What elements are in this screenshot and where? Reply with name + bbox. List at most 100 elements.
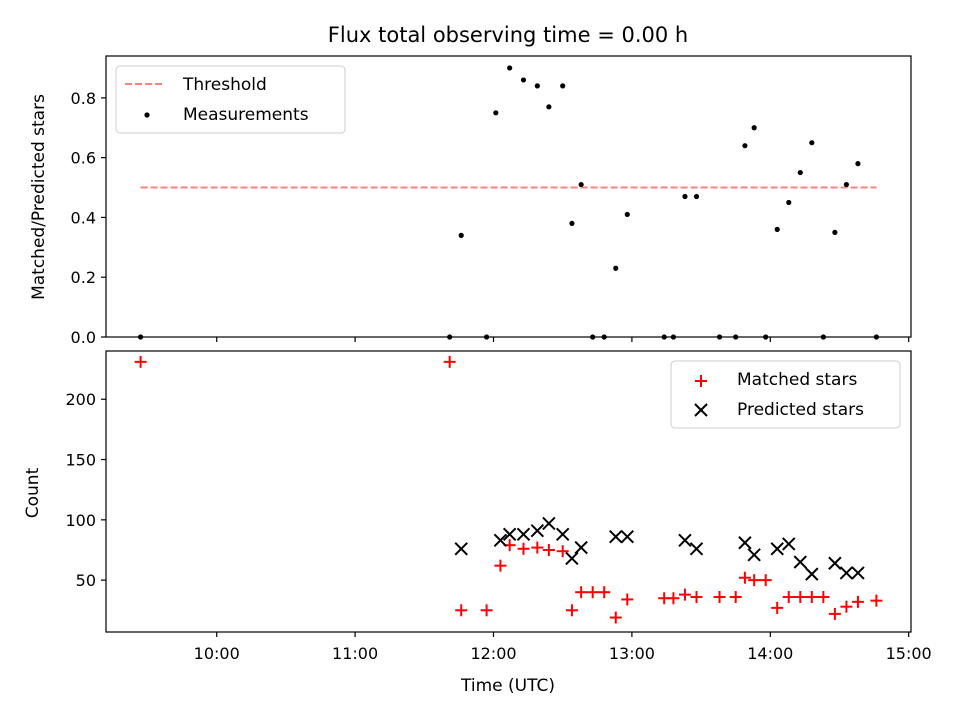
predicted-star-stroke [609, 530, 623, 544]
predicted-star-stroke [493, 533, 508, 548]
measurement-point [493, 110, 499, 116]
matched-star-point [517, 542, 530, 555]
matched-star-point [667, 592, 680, 605]
count-x-tick-label: 15:00 [886, 644, 932, 663]
measurement-point [693, 193, 700, 200]
matched-star-point [840, 600, 853, 613]
legend-matched-label: Matched stars [737, 370, 857, 390]
measurement-point [546, 104, 552, 110]
predicted-star-point [502, 527, 517, 542]
count-plot-area [134, 355, 883, 624]
ratio-y-ticks: 0.0 0.2 0.4 0.6 0.8 [71, 89, 106, 347]
ratio-legend-box [115, 65, 346, 134]
predicted-star-stroke [678, 533, 692, 548]
measurement-point [751, 125, 757, 131]
measurement-point [797, 169, 803, 176]
count-axes-frame [105, 350, 912, 633]
count-x-tick-label: 10:00 [194, 644, 240, 663]
measurement-point [613, 265, 619, 271]
measurement-point [682, 193, 688, 200]
measurement-point [774, 226, 780, 232]
ratio-plot-area [137, 65, 880, 340]
predicted-star-stroke [502, 527, 517, 542]
measurement-point [786, 199, 792, 206]
predicted-star-stroke [793, 555, 807, 569]
predicted-star-stroke [689, 542, 704, 556]
ratio-y-tick-label: 0.0 [71, 328, 96, 347]
predicted-star-stroke [828, 556, 842, 570]
count-y-tick-label: 150 [65, 451, 96, 470]
count-y-tick-label: 100 [65, 511, 96, 530]
ratio-y-tick-label: 0.8 [71, 89, 96, 108]
matched-star-point [575, 586, 588, 599]
predicted-star-point [542, 516, 556, 531]
chart-title: Flux total observing time = 0.00 h [328, 23, 688, 47]
legend-predicted-label: Predicted stars [737, 400, 864, 420]
predicted-star-point [574, 540, 588, 555]
legend-predicted-marker [694, 403, 708, 417]
count-x-tick-label: 13:00 [609, 644, 655, 663]
matched-star-point [713, 591, 726, 604]
matched-star-point [771, 601, 784, 614]
matched-star-point [455, 604, 468, 617]
matched-star-point [586, 586, 599, 599]
count-y-tick-label: 50 [76, 571, 96, 590]
predicted-star-stroke [542, 516, 556, 531]
measurement-point [855, 161, 861, 167]
predicted-star-point [565, 551, 579, 566]
matched-star-point [556, 545, 569, 558]
matched-star-point [678, 588, 691, 601]
measurement-point [809, 140, 815, 146]
predicted-star-point [851, 566, 865, 580]
matched-star-point [729, 591, 742, 604]
matched-star-point [542, 543, 555, 556]
matched-star-point [531, 541, 544, 554]
matched-star-point [817, 591, 830, 604]
count-x-tick-label: 11:00 [332, 644, 378, 663]
legend-measurements-marker [144, 112, 150, 118]
predicted-star-point [839, 566, 854, 580]
predicted-star-point [738, 536, 752, 550]
measurement-point [534, 83, 540, 89]
legend-measurements-label: Measurements [183, 105, 309, 125]
matched-star-point [828, 607, 841, 620]
predicted-star-point [516, 527, 531, 542]
ratio-y-tick-label: 0.2 [71, 268, 96, 287]
measurement-point [624, 211, 630, 218]
matched-star-point [598, 586, 611, 599]
count-legend: Matched stars Predicted stars [670, 360, 901, 429]
matched-star-point [748, 574, 761, 587]
predicted-star-point [689, 542, 704, 556]
measurement-point [560, 83, 566, 89]
count-x-ticks: 10:00 11:00 12:00 13:00 14:00 15:00 [194, 632, 932, 663]
x-axis-label: Time (UTC) [460, 676, 555, 696]
matched-star-point [870, 594, 883, 607]
predicted-star-point [609, 530, 623, 544]
matched-star-point [565, 604, 578, 617]
matched-star-point [621, 593, 634, 606]
predicted-star-point [747, 548, 761, 562]
legend-threshold-label: Threshold [182, 75, 267, 95]
matched-star-point [609, 611, 622, 624]
matched-star-point [443, 355, 456, 368]
predicted-star-point [493, 533, 508, 548]
predicted-star-point [620, 530, 634, 544]
predicted-star-point [828, 556, 842, 570]
predicted-star-point [782, 537, 796, 551]
predicted-star-stroke [574, 540, 588, 555]
predicted-star-stroke [565, 551, 579, 566]
measurement-point [569, 220, 575, 227]
matched-star-point [851, 595, 864, 608]
measurement-point [742, 143, 748, 149]
predicted-star-point [793, 555, 807, 569]
ratio-axes-frame [105, 55, 912, 338]
predicted-star-stroke [747, 548, 761, 562]
count-x-tick-label: 14:00 [747, 644, 793, 663]
predicted-star-stroke [805, 567, 819, 581]
predicted-star-stroke [782, 537, 796, 551]
measurement-point [520, 77, 527, 83]
predicted-star-stroke [770, 542, 784, 556]
ratio-panel: Flux total observing time = 0.00 h Match… [29, 23, 912, 347]
predicted-star-point [454, 542, 468, 556]
